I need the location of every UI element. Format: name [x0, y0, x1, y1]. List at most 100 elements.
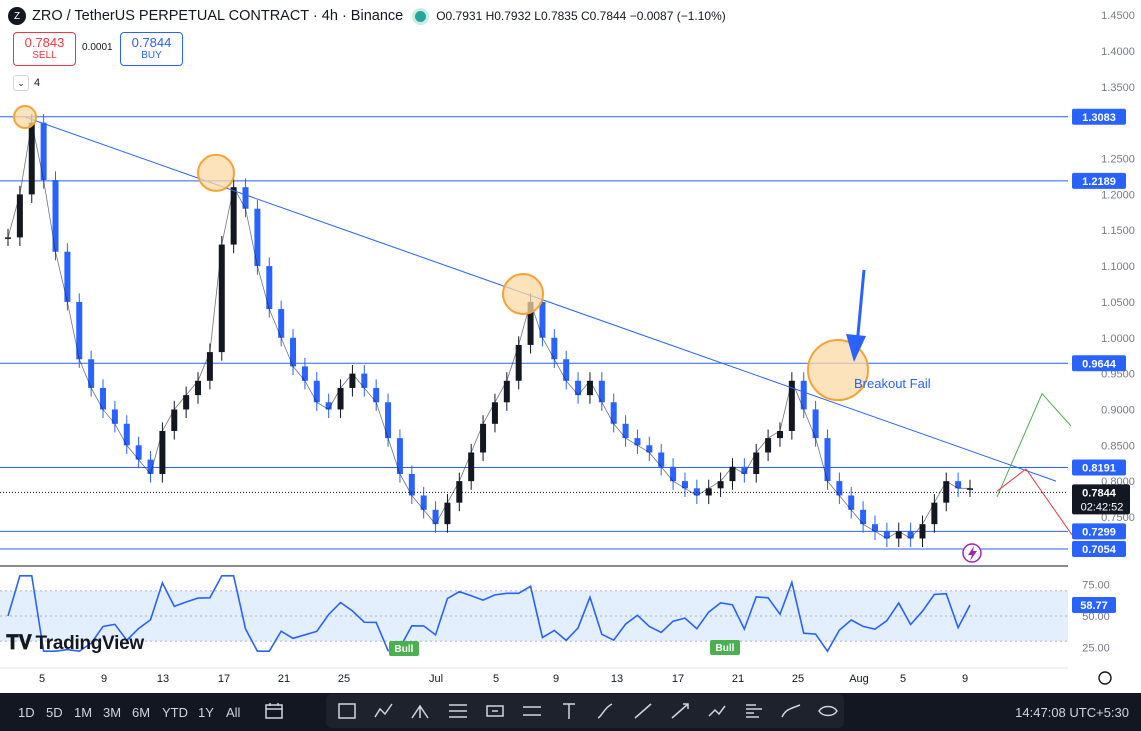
time-tick-label: 9 [553, 673, 559, 685]
price-level-label: 1.2189 [1082, 176, 1116, 188]
sell-button[interactable]: 0.7843 SELL [13, 32, 76, 66]
candle-body [230, 187, 237, 245]
rsi-tick-label: 25.00 [1082, 642, 1110, 654]
indicators-count: 4 [34, 77, 41, 89]
trend-icon[interactable] [706, 701, 728, 721]
price-level-label: 0.7299 [1082, 526, 1116, 538]
indicators-toggle[interactable]: ⌄ 4 [13, 74, 43, 92]
eye-icon[interactable] [817, 701, 839, 721]
breakout-fail-label[interactable]: Breakout Fail [854, 376, 931, 391]
candle-body [396, 438, 403, 474]
volume-profile-icon[interactable] [743, 701, 765, 721]
price-label-icon[interactable] [484, 701, 506, 721]
candle-body [242, 187, 249, 209]
candle-body [64, 251, 71, 302]
annotation-arrow-head [846, 334, 866, 362]
price-chart[interactable]: 1.4500 1.4000 1.3500 1.2500 1.2000 1.1500 1.10… [0, 0, 1141, 693]
highlight-circle[interactable] [197, 153, 235, 192]
candle-body [753, 452, 760, 474]
path-icon[interactable] [373, 701, 395, 721]
candle-body [883, 531, 890, 539]
candle-body [480, 423, 487, 453]
text-icon[interactable] [558, 701, 580, 721]
sell-label: SELL [32, 50, 57, 61]
highlight-circle[interactable] [502, 273, 544, 316]
drawing-toolbar [326, 694, 844, 728]
range-1d[interactable]: 1D [18, 705, 35, 720]
range-ytd[interactable]: YTD [162, 705, 188, 720]
candle-body [622, 423, 629, 439]
highlight-circle[interactable] [13, 104, 37, 129]
bull-divergence-badge [389, 641, 419, 656]
buy-price: 0.7844 [131, 35, 172, 50]
last-price-label: 0.7844 [1082, 487, 1117, 499]
time-tick-label: 13 [157, 673, 169, 685]
chart-header: Z ZRO / TetherUS PERPETUAL CONTRACT · 4h… [8, 6, 726, 26]
rectangle-icon[interactable] [336, 701, 358, 721]
time-tick-label: 17 [672, 673, 684, 685]
fib-retracement-icon[interactable] [447, 701, 469, 721]
time-tick-label: 25 [338, 673, 350, 685]
range-5d[interactable]: 5D [46, 705, 63, 720]
candle-body [195, 380, 202, 396]
candle-body [76, 301, 83, 360]
pitchfork-icon[interactable] [410, 701, 432, 721]
candle-body [765, 438, 772, 453]
range-all[interactable]: All [226, 705, 241, 720]
candle-body [503, 380, 510, 403]
price-level-label: 1.3083 [1082, 112, 1116, 124]
candle-body [670, 466, 677, 482]
tradingview-logo[interactable]: 𝐓𝐕 TradingView [6, 632, 144, 655]
channel-icon[interactable] [521, 701, 543, 721]
candle-body [123, 423, 130, 446]
time-tick-label: 17 [218, 673, 230, 685]
rsi-line [7, 574, 971, 653]
symbol-title[interactable]: ZRO / TetherUS PERPETUAL CONTRACT · 4h ·… [32, 8, 404, 24]
bearish-projection[interactable] [996, 468, 1073, 536]
curve-icon[interactable] [780, 701, 802, 721]
lightning-glyph [968, 546, 977, 561]
candle-body [468, 452, 475, 482]
candle-body [171, 409, 178, 431]
ohlc-values: O0.7931 H0.7932 L0.7835 C0.7844 −0.0087 … [436, 9, 726, 23]
candle-body [551, 337, 558, 360]
candle-body [895, 531, 902, 539]
candle-body [290, 337, 297, 367]
settings-gear-icon[interactable] [1098, 671, 1112, 685]
clock[interactable]: 14:47:08 UTC+5:30 [1015, 705, 1129, 720]
bar-countdown: 02:42:52 [1081, 501, 1124, 513]
candle-body [539, 301, 546, 338]
rsi-value-tag [1072, 596, 1116, 613]
arrow-icon[interactable] [669, 701, 691, 721]
candle-body [373, 387, 380, 403]
line-icon[interactable] [632, 701, 654, 721]
bull-divergence-badge [710, 640, 740, 655]
price-level-tag [1072, 523, 1126, 540]
buy-button[interactable]: 0.7844 BUY [120, 32, 183, 66]
price-level-tag [1072, 172, 1126, 189]
annotation-arrow-shaft[interactable] [855, 269, 866, 346]
candle-body [943, 481, 950, 503]
candle-body [16, 194, 23, 238]
candle-body [135, 445, 142, 460]
price-tick-label: 1.4500 [1101, 10, 1135, 22]
range-1m[interactable]: 1M [74, 705, 93, 720]
calendar-icon[interactable] [264, 702, 284, 720]
price-level-label: 0.9644 [1082, 358, 1117, 370]
candle-body [349, 373, 356, 388]
range-1y[interactable]: 1Y [198, 705, 214, 720]
candle-body [634, 438, 641, 446]
bullish-projection[interactable] [996, 392, 1072, 498]
range-6m[interactable]: 6M [132, 705, 151, 720]
market-status-icon[interactable] [415, 10, 427, 22]
candle-body [183, 395, 190, 410]
candle-body [717, 481, 724, 489]
range-3m[interactable]: 3M [103, 705, 122, 720]
candle-body [812, 409, 819, 439]
candle-body [266, 266, 273, 310]
brush-icon[interactable] [595, 701, 617, 721]
time-tick-label: Aug [849, 673, 869, 685]
time-tick-label: 21 [278, 673, 290, 685]
candle-body [848, 495, 855, 510]
candle-body [575, 380, 582, 396]
